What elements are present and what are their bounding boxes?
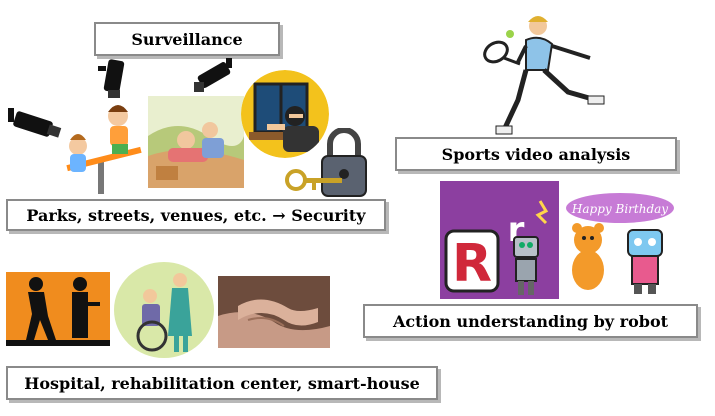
holding-hands-photo-icon <box>218 276 330 348</box>
padlock-key-icon <box>284 128 380 200</box>
burglar-window-icon <box>241 70 329 158</box>
sports-video-label: Sports video analysis <box>395 137 677 171</box>
robot-big-letter: R <box>452 234 492 294</box>
surveillance-label: Surveillance <box>94 22 280 56</box>
robot-action-label: Action understanding by robot <box>363 304 698 338</box>
wheelchair-nurse-icon <box>114 262 214 358</box>
security-label: Parks, streets, venues, etc. → Security <box>6 199 386 231</box>
robot-letter-card-icon: R r <box>440 181 559 299</box>
hospital-label: Hospital, rehabilitation center, smart-h… <box>6 366 438 400</box>
picnic-scene-icon <box>148 96 244 188</box>
cctv-camera-icon <box>96 56 132 100</box>
walking-assist-icon <box>6 272 110 346</box>
teddy-robot-birthday-icon: Happy Birthday <box>562 190 678 296</box>
birthday-text: Happy Birthday <box>571 202 668 216</box>
cctv-camera-icon <box>8 106 63 146</box>
tennis-player-icon <box>480 12 608 142</box>
cctv-camera-icon <box>192 56 236 96</box>
children-seesaw-icon <box>62 100 146 196</box>
